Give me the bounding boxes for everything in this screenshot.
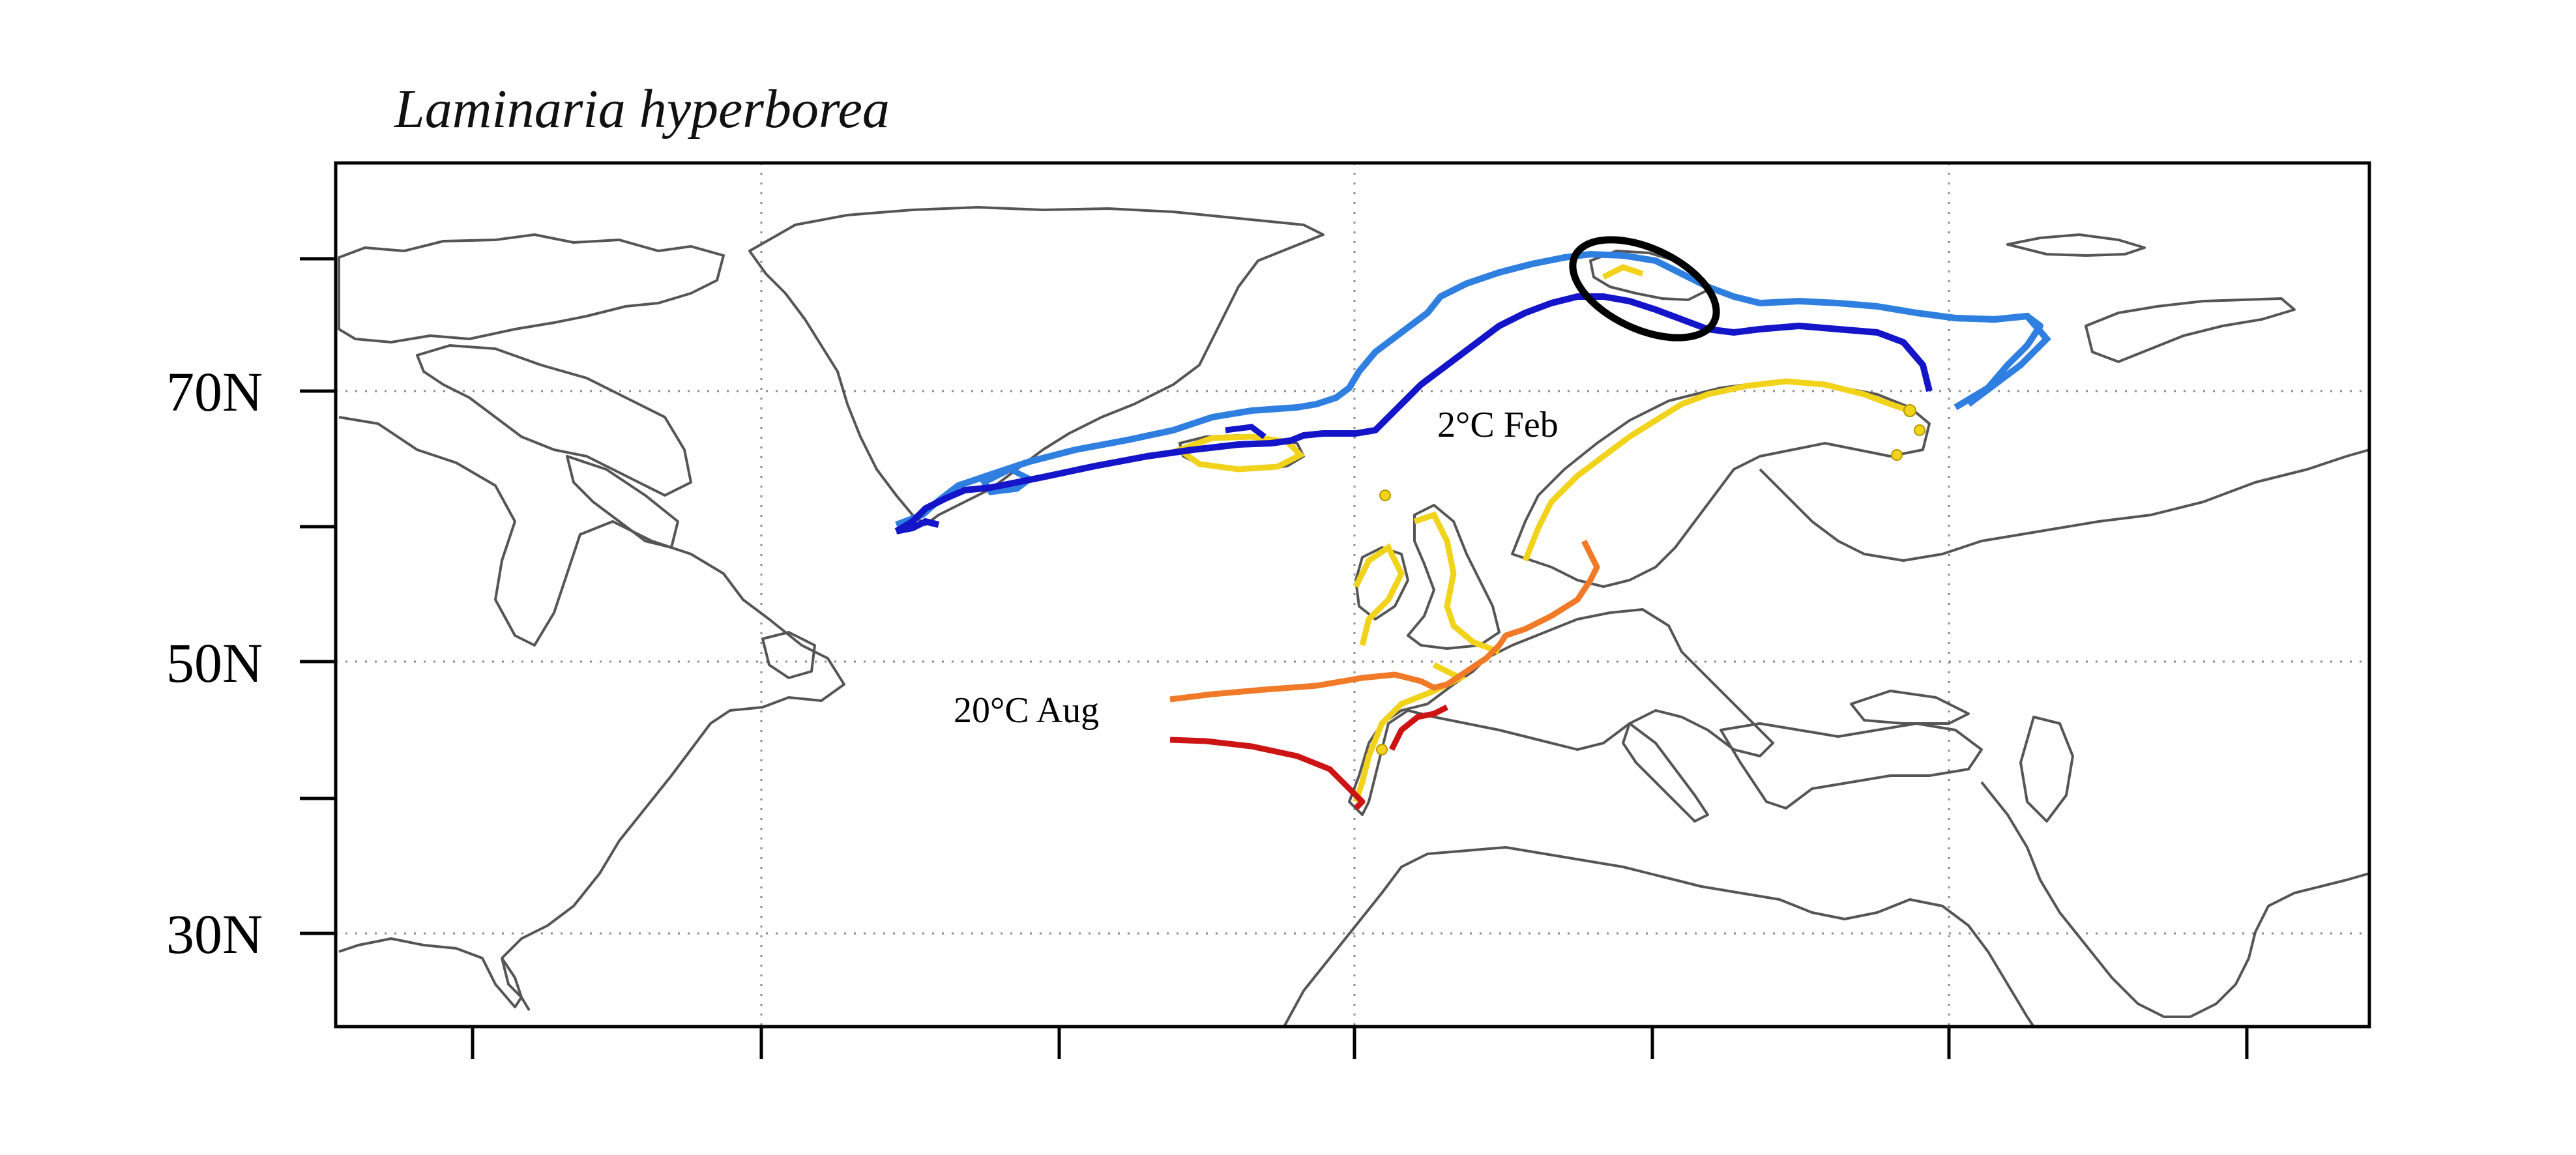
isotherm-2c-feb-future-greenland	[896, 518, 940, 534]
coast-middle-east	[1980, 781, 2370, 1018]
y-axis: 70N 50N 30N	[166, 257, 336, 965]
coast-europe	[1348, 608, 1774, 816]
species-occurrence-points	[1173, 264, 1925, 803]
coast-newfoundland	[761, 631, 816, 679]
occurrence-point	[1903, 404, 1916, 417]
coast-greenland	[748, 206, 1325, 526]
y-label-50n: 50N	[166, 632, 263, 694]
occurrence-svalbard	[1602, 264, 1644, 280]
occurrence-norway	[1522, 378, 1911, 562]
occurrence-britain	[1413, 511, 1500, 655]
occurrence-point	[1914, 424, 1925, 436]
occurrence-ireland	[1353, 543, 1405, 647]
map-frame	[334, 161, 2371, 1029]
coast-north-africa	[1283, 846, 2035, 1028]
isotherm-2c-feb-future-iceland	[1225, 424, 1266, 439]
coast-florida	[501, 957, 531, 1012]
coast-italy	[1622, 722, 1709, 823]
label-2c-feb: 2°C Feb	[1437, 405, 1559, 445]
occurrence-point	[1891, 449, 1903, 461]
coast-finland-russia	[1759, 448, 2370, 562]
coast-arctic-islands	[338, 233, 725, 344]
x-axis	[471, 1027, 2249, 1059]
coast-black-sea	[1850, 690, 1970, 725]
occurrence-point	[1379, 490, 1391, 501]
isotherm-20c-aug-present	[1169, 539, 1600, 703]
label-20c-aug: 20°C Aug	[954, 690, 1099, 731]
isotherm-20c-aug-future-biscay	[1388, 704, 1449, 752]
map-panel: 2°C Feb 20°C Aug	[334, 161, 2371, 1029]
y-label-30n: 30N	[166, 903, 263, 965]
coast-great-britain	[1407, 504, 1500, 650]
coast-novaya-zemlya	[2085, 297, 2296, 363]
isotherm-20c-aug-future	[1169, 737, 1366, 811]
figure-title: Laminaria hyperborea	[394, 79, 890, 139]
svalbard-highlight-ellipse	[1569, 236, 1720, 342]
occurrence-point	[1376, 744, 1388, 755]
coast-caspian	[2019, 716, 2074, 823]
occurrence-iceland	[1173, 433, 1306, 473]
coast-franz-josef	[2006, 233, 2146, 257]
coast-svalbard	[1589, 250, 1709, 301]
gridlines	[336, 163, 2369, 1027]
y-label-70n: 70N	[166, 360, 263, 423]
isotherm-2c-feb-present-east	[1955, 312, 2051, 407]
coast-north-america	[338, 416, 845, 1008]
coast-balkans-turkey	[1720, 722, 1983, 810]
coast-scandinavia	[1511, 380, 1931, 588]
coast-hudson-bay	[566, 455, 679, 549]
isotherm-2c-feb-future	[894, 293, 1933, 534]
coastline	[338, 206, 2370, 1028]
coast-baffin	[416, 344, 692, 497]
